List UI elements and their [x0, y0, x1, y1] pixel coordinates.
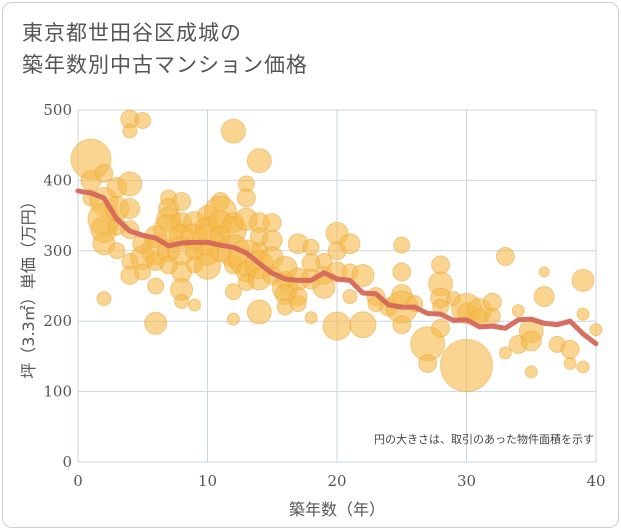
chart-title-line-2: 築年数別中古マンション価格: [22, 53, 308, 77]
chart-title: 東京都世田谷区成城の 築年数別中古マンション価格: [22, 17, 308, 81]
bubble: [533, 286, 555, 308]
bubble: [393, 236, 411, 254]
bubble: [236, 188, 256, 208]
bubble: [134, 112, 152, 130]
bubble: [224, 283, 242, 301]
y-tick-label: 0: [62, 453, 72, 471]
bubble: [483, 307, 501, 325]
bubble: [94, 163, 114, 183]
bubble: [312, 275, 336, 299]
bubble: [144, 311, 168, 335]
x-tick-label: 20: [327, 472, 346, 490]
bubble: [342, 289, 358, 305]
y-tick-label: 200: [43, 312, 72, 330]
bubble: [392, 315, 412, 335]
bubble: [122, 123, 138, 139]
bubble: [511, 304, 525, 318]
bubble: [392, 262, 412, 282]
y-tick-label: 300: [43, 242, 72, 260]
y-tick-label: 500: [43, 101, 72, 119]
bubble: [560, 339, 580, 359]
bubble: [188, 298, 202, 312]
bubble: [119, 198, 141, 220]
bubble: [246, 299, 272, 325]
bubble: [322, 311, 352, 341]
trend-line: [75, 188, 599, 347]
bubble: [147, 277, 165, 295]
trend-series: [75, 188, 599, 347]
bubble: [498, 346, 512, 360]
bubble: [289, 295, 307, 313]
bubble: [117, 171, 143, 197]
y-axis-label: 坪（3.3㎡）単価（万円）: [19, 193, 38, 378]
bubble: [108, 242, 126, 260]
x-tick-label: 10: [198, 472, 217, 490]
x-axis-label: 築年数（年）: [289, 500, 385, 519]
bubble: [134, 263, 152, 281]
bubble: [351, 263, 375, 287]
bubble: [172, 192, 192, 212]
bubble: [226, 312, 240, 326]
bubble: [220, 118, 246, 144]
bubble: [349, 311, 377, 339]
x-tick-label: 30: [457, 472, 476, 490]
bubble: [524, 365, 538, 379]
bubble: [174, 293, 190, 309]
bubble: [246, 148, 272, 174]
bubble: [576, 360, 590, 374]
bubble: [96, 291, 112, 307]
bubble: [563, 356, 577, 370]
bubble: [262, 213, 282, 233]
bubble: [339, 233, 361, 255]
y-tick-label: 100: [43, 383, 72, 401]
bubble: [431, 318, 451, 338]
bubble: [431, 255, 451, 275]
bubble: [538, 266, 550, 278]
chart-title-line-1: 東京都世田谷区成城の: [22, 21, 242, 45]
bubble: [418, 353, 438, 373]
bubble: [576, 307, 590, 321]
bubble: [495, 246, 515, 266]
bubble: [589, 323, 603, 337]
size-note: 円の大きさは、取引のあった物件面積を示す: [374, 432, 594, 446]
x-tick-label: 0: [73, 472, 83, 490]
y-tick-label: 400: [43, 171, 72, 189]
x-tick-label: 40: [586, 472, 605, 490]
bubble: [440, 339, 493, 393]
bubble: [571, 268, 595, 292]
bubble: [520, 330, 542, 352]
bubble: [302, 238, 320, 256]
bubble: [304, 311, 318, 325]
